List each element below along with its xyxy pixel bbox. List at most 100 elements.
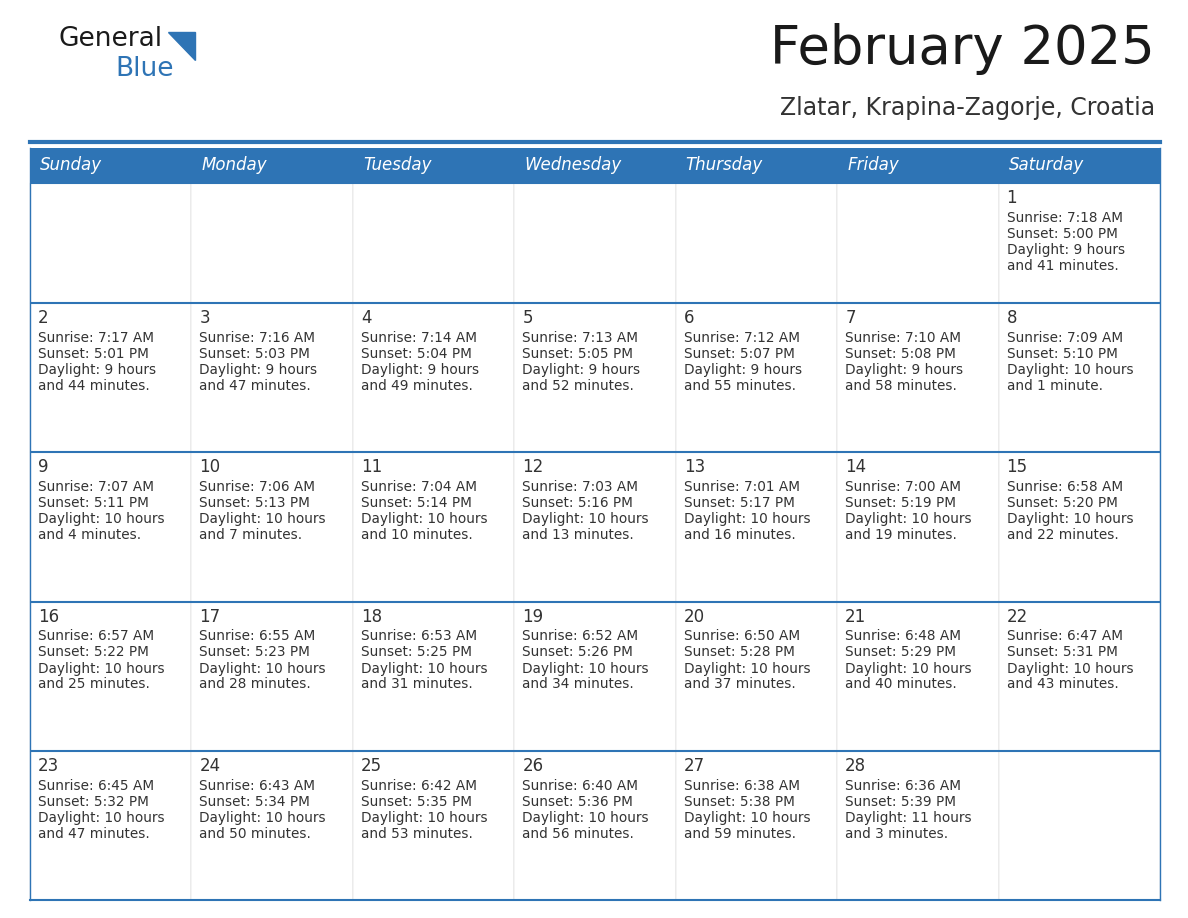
Text: Sunset: 5:11 PM: Sunset: 5:11 PM	[38, 497, 148, 510]
Text: Sunrise: 7:09 AM: Sunrise: 7:09 AM	[1006, 331, 1123, 345]
Text: Sunset: 5:17 PM: Sunset: 5:17 PM	[684, 497, 795, 510]
Text: and 19 minutes.: and 19 minutes.	[845, 528, 958, 543]
Bar	[999, 601, 1159, 751]
Text: Sunrise: 7:14 AM: Sunrise: 7:14 AM	[361, 331, 476, 345]
Text: 13: 13	[684, 458, 704, 476]
Text: Sunset: 5:14 PM: Sunset: 5:14 PM	[361, 497, 472, 510]
Text: 22: 22	[1006, 608, 1028, 625]
Text: Sunrise: 6:50 AM: Sunrise: 6:50 AM	[684, 630, 800, 644]
Text: Sunset: 5:31 PM: Sunset: 5:31 PM	[1006, 645, 1118, 659]
Text: 3: 3	[200, 309, 210, 327]
Bar	[999, 183, 1159, 303]
Bar	[514, 601, 676, 751]
Text: Sunrise: 7:13 AM: Sunrise: 7:13 AM	[523, 331, 638, 345]
Text: and 3 minutes.: and 3 minutes.	[845, 827, 948, 841]
Bar	[30, 601, 1159, 751]
Text: 16: 16	[38, 608, 59, 625]
Text: Daylight: 10 hours: Daylight: 10 hours	[361, 512, 487, 526]
Text: Sunrise: 6:47 AM: Sunrise: 6:47 AM	[1006, 630, 1123, 644]
Text: Sunset: 5:08 PM: Sunset: 5:08 PM	[845, 347, 956, 361]
Text: 20: 20	[684, 608, 704, 625]
Text: Sunrise: 7:04 AM: Sunrise: 7:04 AM	[361, 480, 476, 494]
Text: and 28 minutes.: and 28 minutes.	[200, 677, 311, 691]
Text: Sunset: 5:25 PM: Sunset: 5:25 PM	[361, 645, 472, 659]
Text: Daylight: 10 hours: Daylight: 10 hours	[200, 811, 326, 824]
Bar	[676, 303, 838, 453]
Text: and 7 minutes.: and 7 minutes.	[200, 528, 303, 543]
Text: 2: 2	[38, 309, 49, 327]
Text: and 25 minutes.: and 25 minutes.	[38, 677, 150, 691]
Bar	[30, 751, 191, 900]
Text: Sunset: 5:22 PM: Sunset: 5:22 PM	[38, 645, 148, 659]
Text: Sunrise: 6:53 AM: Sunrise: 6:53 AM	[361, 630, 478, 644]
Text: 15: 15	[1006, 458, 1028, 476]
Text: Sunset: 5:19 PM: Sunset: 5:19 PM	[845, 497, 956, 510]
Text: 28: 28	[845, 756, 866, 775]
Text: Sunrise: 7:10 AM: Sunrise: 7:10 AM	[845, 331, 961, 345]
Text: Daylight: 10 hours: Daylight: 10 hours	[38, 662, 165, 676]
Text: 21: 21	[845, 608, 866, 625]
Text: 27: 27	[684, 756, 704, 775]
Text: 11: 11	[361, 458, 383, 476]
Bar	[999, 751, 1159, 900]
Bar	[191, 601, 353, 751]
Bar	[191, 303, 353, 453]
Text: Sunset: 5:34 PM: Sunset: 5:34 PM	[200, 795, 310, 809]
Text: and 22 minutes.: and 22 minutes.	[1006, 528, 1118, 543]
Text: Sunset: 5:01 PM: Sunset: 5:01 PM	[38, 347, 148, 361]
Text: Sunset: 5:20 PM: Sunset: 5:20 PM	[1006, 497, 1118, 510]
Text: and 53 minutes.: and 53 minutes.	[361, 827, 473, 841]
Bar	[514, 751, 676, 900]
Text: and 49 minutes.: and 49 minutes.	[361, 379, 473, 393]
Bar	[191, 148, 353, 183]
Text: Sunset: 5:03 PM: Sunset: 5:03 PM	[200, 347, 310, 361]
Text: 9: 9	[38, 458, 49, 476]
Text: Sunrise: 6:45 AM: Sunrise: 6:45 AM	[38, 778, 154, 793]
Text: Daylight: 10 hours: Daylight: 10 hours	[845, 662, 972, 676]
Text: Sunrise: 6:58 AM: Sunrise: 6:58 AM	[1006, 480, 1123, 494]
Bar	[838, 751, 999, 900]
Text: and 47 minutes.: and 47 minutes.	[38, 827, 150, 841]
Bar	[353, 303, 514, 453]
Bar	[191, 183, 353, 303]
Text: Daylight: 9 hours: Daylight: 9 hours	[200, 363, 317, 377]
Bar	[191, 751, 353, 900]
Bar	[999, 453, 1159, 601]
Text: 14: 14	[845, 458, 866, 476]
Text: 6: 6	[684, 309, 694, 327]
Bar	[30, 183, 1159, 303]
Text: and 43 minutes.: and 43 minutes.	[1006, 677, 1118, 691]
Text: Sunrise: 7:01 AM: Sunrise: 7:01 AM	[684, 480, 800, 494]
Text: 25: 25	[361, 756, 383, 775]
Text: Sunset: 5:16 PM: Sunset: 5:16 PM	[523, 497, 633, 510]
Text: 18: 18	[361, 608, 383, 625]
Text: and 50 minutes.: and 50 minutes.	[200, 827, 311, 841]
Text: and 58 minutes.: and 58 minutes.	[845, 379, 958, 393]
Text: Sunrise: 7:03 AM: Sunrise: 7:03 AM	[523, 480, 638, 494]
Text: 17: 17	[200, 608, 221, 625]
Text: Daylight: 9 hours: Daylight: 9 hours	[845, 363, 963, 377]
Text: and 13 minutes.: and 13 minutes.	[523, 528, 634, 543]
Text: Sunrise: 7:17 AM: Sunrise: 7:17 AM	[38, 331, 154, 345]
Text: 23: 23	[38, 756, 59, 775]
Text: Sunset: 5:00 PM: Sunset: 5:00 PM	[1006, 227, 1118, 241]
Text: Daylight: 10 hours: Daylight: 10 hours	[200, 512, 326, 526]
Text: Daylight: 10 hours: Daylight: 10 hours	[1006, 662, 1133, 676]
Text: and 59 minutes.: and 59 minutes.	[684, 827, 796, 841]
Text: 5: 5	[523, 309, 532, 327]
Bar	[30, 303, 191, 453]
Text: Daylight: 11 hours: Daylight: 11 hours	[845, 811, 972, 824]
Text: and 41 minutes.: and 41 minutes.	[1006, 259, 1118, 273]
Text: 24: 24	[200, 756, 221, 775]
Text: and 47 minutes.: and 47 minutes.	[200, 379, 311, 393]
Text: Sunrise: 6:38 AM: Sunrise: 6:38 AM	[684, 778, 800, 793]
Text: Daylight: 10 hours: Daylight: 10 hours	[845, 512, 972, 526]
Text: Sunset: 5:29 PM: Sunset: 5:29 PM	[845, 645, 956, 659]
Bar	[353, 148, 514, 183]
Text: Blue: Blue	[115, 56, 173, 82]
Text: and 55 minutes.: and 55 minutes.	[684, 379, 796, 393]
Bar	[999, 148, 1159, 183]
Text: and 34 minutes.: and 34 minutes.	[523, 677, 634, 691]
Bar	[514, 453, 676, 601]
Bar	[514, 148, 676, 183]
